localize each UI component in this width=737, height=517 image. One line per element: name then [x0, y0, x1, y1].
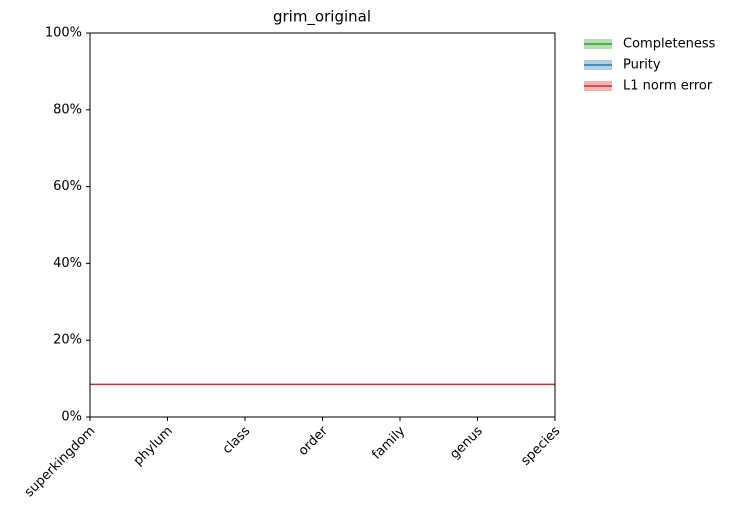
legend-label: L1 norm error [623, 79, 713, 94]
y-tick-label: 100% [45, 26, 82, 41]
y-tick-label: 20% [53, 333, 82, 348]
x-tick-label: order [296, 423, 332, 459]
chart-title: grim_original [273, 8, 371, 27]
x-tick-label: species [518, 424, 563, 469]
x-tick-label: class [220, 424, 254, 458]
plot-frame [89, 32, 556, 418]
y-tick-label: 60% [53, 179, 82, 194]
y-tick-label: 0% [61, 410, 82, 425]
legend-label: Purity [623, 58, 661, 73]
x-tick-label: superkingdom [22, 424, 98, 500]
y-tick-label: 40% [53, 256, 82, 271]
legend-label: Completeness [623, 37, 716, 52]
x-tick-label: phylum [131, 424, 176, 469]
y-tick-label: 80% [53, 102, 82, 117]
x-tick-label: genus [447, 424, 486, 463]
x-tick-label: family [369, 423, 408, 462]
